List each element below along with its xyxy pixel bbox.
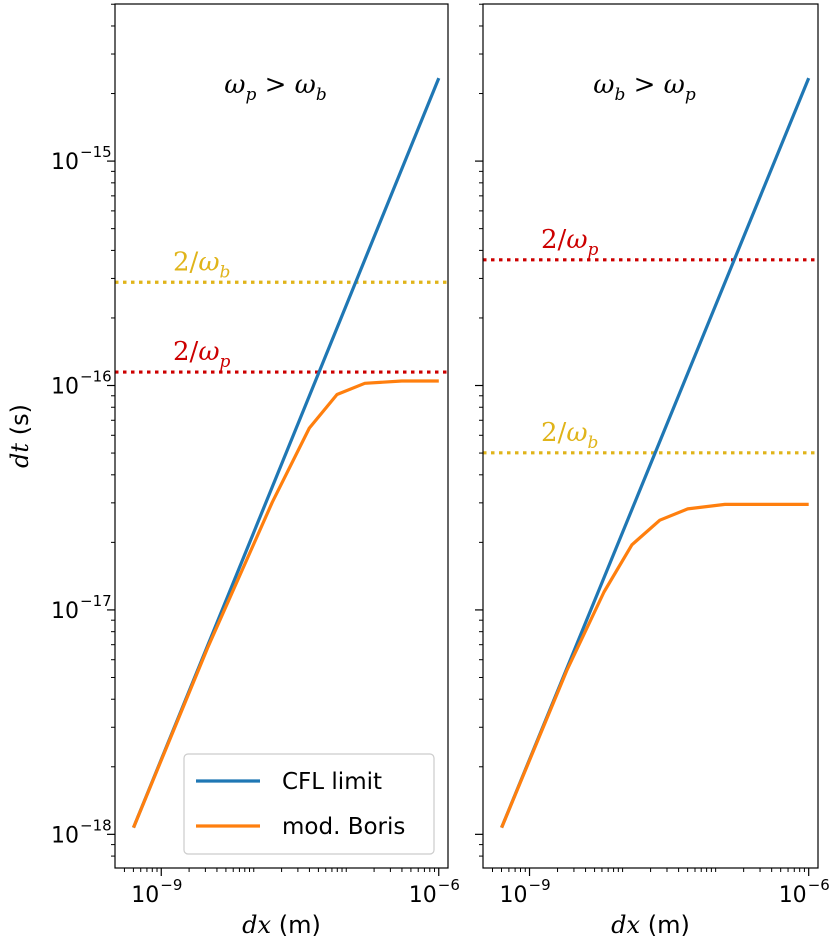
panel-title: ωp > ωb (224, 70, 327, 105)
series-line-mod-boris (132, 379, 439, 829)
y-tick-exponent: −17 (80, 592, 112, 610)
reference-label-2-over-omega-p: 2/ωp (173, 337, 231, 372)
reference-label-2-over-omega-b: 2/ωb (541, 418, 598, 453)
y-tick-label: 10 (51, 599, 79, 624)
legend: CFL limit mod. Boris (183, 753, 435, 855)
annot-subscript: p (220, 352, 231, 372)
x-tick-exponent: −6 (808, 876, 830, 894)
y-axis-unit: (s) (6, 404, 34, 443)
reference-label-2-over-omega-p: 2/ωp (541, 225, 599, 260)
y-tick-exponent: −15 (80, 143, 112, 161)
y-tick-label: 10 (51, 823, 79, 848)
annot-symbol: ω (198, 337, 219, 367)
x-axis-variable: dx (242, 911, 271, 939)
annot-prefix: 2/ (541, 418, 567, 448)
title-subscript-a: b (614, 85, 625, 105)
y-tick-exponent: −16 (80, 368, 112, 386)
x-tick-label: 10 (131, 883, 159, 908)
x-axis-label: dx (m) (242, 911, 321, 939)
y-tick-base: 10 (51, 823, 79, 848)
x-axis-unit: (m) (271, 911, 321, 939)
legend-label: CFL limit (282, 769, 382, 795)
x-tick-label: 10 (779, 883, 807, 908)
x-axis-label: dx (m) (611, 911, 690, 939)
reference-label-2-over-omega-b: 2/ωb (173, 247, 230, 282)
plot-frame (114, 3, 449, 869)
y-axis-variable: dt (6, 443, 34, 468)
annot-symbol: ω (566, 418, 587, 448)
annot-symbol: ω (566, 225, 587, 255)
title-symbol-a: ω (593, 70, 614, 100)
x-tick-exponent: −6 (438, 876, 460, 894)
annot-prefix: 2/ (541, 225, 567, 255)
x-axis-variable: dx (611, 911, 640, 939)
x-tick-label: 10 (409, 883, 437, 908)
y-tick-label: 10 (51, 150, 79, 175)
legend-label: mod. Boris (282, 814, 405, 840)
title-symbol-b: ω (664, 70, 685, 100)
x-axis-unit: (m) (640, 911, 690, 939)
annot-prefix: 2/ (173, 337, 199, 367)
y-tick-base: 10 (51, 150, 79, 175)
title-symbol-b: ω (295, 70, 316, 100)
title-subscript-a: p (245, 85, 256, 105)
legend-box (183, 753, 435, 855)
y-tick-exponent: −18 (80, 816, 112, 834)
title-subscript-b: b (316, 85, 327, 105)
x-tick-exponent: −9 (529, 876, 551, 894)
y-tick-base: 10 (51, 375, 79, 400)
title-operator: > (256, 70, 294, 100)
y-tick-base: 10 (51, 599, 79, 624)
annot-prefix: 2/ (173, 247, 199, 277)
title-subscript-b: p (685, 85, 696, 105)
y-tick-label: 10 (51, 375, 79, 400)
panel-title: ωb > ωp (593, 70, 696, 105)
annot-subscript: p (588, 240, 599, 260)
title-symbol-a: ω (224, 70, 245, 100)
x-tick-exponent: −9 (160, 876, 182, 894)
annot-subscript: b (220, 262, 231, 282)
x-tick-label: 10 (500, 883, 528, 908)
title-operator: > (625, 70, 663, 100)
plot-frame (482, 3, 819, 869)
annot-symbol: ω (198, 247, 219, 277)
y-axis-label: dt (s) (6, 404, 34, 468)
series-line-mod-boris (500, 502, 809, 829)
annot-subscript: b (588, 433, 599, 453)
